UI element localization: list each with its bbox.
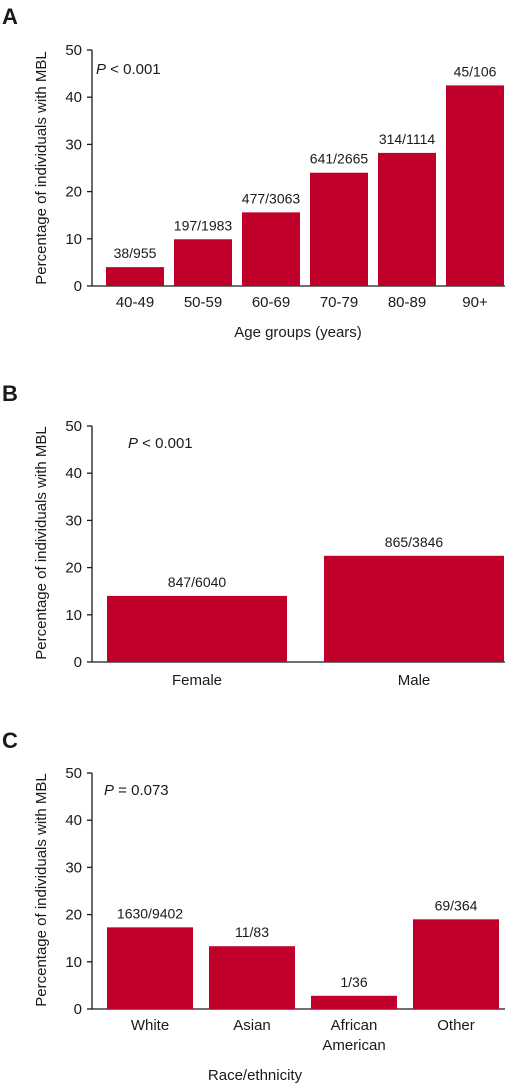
p-value-text: < 0.001 xyxy=(138,435,193,452)
y-axis-label: Percentage of individuals with MBL xyxy=(33,426,50,659)
bar xyxy=(107,595,287,662)
x-tick-label: African American xyxy=(322,1017,385,1054)
bar-data-label: 847/6040 xyxy=(168,574,227,590)
y-tick-label: 10 xyxy=(65,954,82,971)
x-tick-label: Female xyxy=(172,672,222,689)
bar-data-label: 38/955 xyxy=(114,245,157,261)
x-tick-label-line: American xyxy=(322,1037,385,1054)
y-tick-label: 0 xyxy=(74,1001,82,1018)
p-value-text: < 0.001 xyxy=(106,61,161,78)
x-tick-label: Asian xyxy=(233,1017,271,1034)
p-value-symbol: P xyxy=(96,61,106,78)
x-tick-label: White xyxy=(131,1017,169,1034)
panel-a: A 0 10 20 30 40 50 Percentage of individuals wi… xyxy=(2,4,505,341)
x-tick-label-line: 90+ xyxy=(462,294,488,311)
p-value-annotation: P < 0.001 xyxy=(128,435,193,452)
x-tick-label-line: 60-69 xyxy=(252,294,290,311)
x-tick-label-line: White xyxy=(131,1017,169,1034)
panel-b: B 0 10 20 30 40 50 Percentage of individuals wi… xyxy=(2,381,505,689)
bar-data-label: 69/364 xyxy=(435,897,478,913)
x-axis-label: Age groups (years) xyxy=(234,324,362,341)
panel-c: C 0 10 20 30 40 50 Percentage of individuals wi… xyxy=(2,728,505,1084)
x-axis-label: Race/ethnicity xyxy=(208,1067,303,1084)
p-value-text: = 0.073 xyxy=(114,782,169,799)
panel-letter: A xyxy=(2,4,18,29)
bar xyxy=(378,152,436,286)
y-tick-label: 40 xyxy=(65,89,82,106)
y-tick-label: 30 xyxy=(65,859,82,876)
x-tick-label-line: Male xyxy=(398,672,431,689)
y-tick-label: 20 xyxy=(65,560,82,577)
bar-data-label: 641/2665 xyxy=(310,151,369,167)
bar xyxy=(106,267,164,286)
bar xyxy=(174,239,232,286)
bar-data-label: 45/106 xyxy=(454,63,497,79)
bar-data-label: 865/3846 xyxy=(385,534,444,550)
y-tick-label: 50 xyxy=(65,418,82,435)
y-tick-label: 10 xyxy=(65,607,82,624)
bar xyxy=(107,927,193,1009)
x-tick-label-line: 40-49 xyxy=(116,294,154,311)
x-tick-label-line: Female xyxy=(172,672,222,689)
x-tick-label: 90+ xyxy=(462,294,488,311)
p-value-annotation: P = 0.073 xyxy=(104,782,169,799)
panel-letter: C xyxy=(2,728,18,753)
p-value-symbol: P xyxy=(128,435,138,452)
p-value-symbol: P xyxy=(104,782,114,799)
bar-data-label: 314/1114 xyxy=(379,131,436,147)
x-tick-label: 50-59 xyxy=(184,294,222,311)
bar-data-label: 1/36 xyxy=(340,974,367,990)
x-tick-label: Male xyxy=(398,672,431,689)
bar-data-label: 477/3063 xyxy=(242,190,301,206)
y-tick-label: 40 xyxy=(65,812,82,829)
x-tick-label: 60-69 xyxy=(252,294,290,311)
x-tick-label-line: 80-89 xyxy=(388,294,426,311)
y-tick-label: 20 xyxy=(65,184,82,201)
panel-letter: B xyxy=(2,381,18,406)
x-tick-label: 70-79 xyxy=(320,294,358,311)
bar xyxy=(242,212,300,286)
x-tick-label: 80-89 xyxy=(388,294,426,311)
x-tick-label: Other xyxy=(437,1017,475,1034)
y-tick-label: 0 xyxy=(74,654,82,671)
bar xyxy=(310,172,368,286)
bar-data-label: 1630/9402 xyxy=(117,905,183,921)
bar xyxy=(324,555,504,662)
y-tick-label: 10 xyxy=(65,231,82,248)
bar xyxy=(413,919,499,1009)
x-tick-label: 40-49 xyxy=(116,294,154,311)
bar-data-label: 197/1983 xyxy=(174,217,233,233)
p-value-annotation: P < 0.001 xyxy=(96,61,161,78)
x-tick-label-line: 70-79 xyxy=(320,294,358,311)
bar xyxy=(311,995,397,1009)
x-tick-label-line: African xyxy=(331,1017,378,1034)
bar xyxy=(446,85,504,287)
y-tick-label: 30 xyxy=(65,136,82,153)
bar-data-label: 11/83 xyxy=(235,924,269,940)
bar xyxy=(209,946,295,1009)
y-tick-label: 50 xyxy=(65,765,82,782)
x-tick-label-line: Other xyxy=(437,1017,475,1034)
x-tick-label-line: Asian xyxy=(233,1017,271,1034)
y-tick-label: 40 xyxy=(65,465,82,482)
y-tick-label: 20 xyxy=(65,907,82,924)
y-axis-label: Percentage of individuals with MBL xyxy=(33,773,50,1006)
y-tick-label: 0 xyxy=(74,278,82,295)
y-tick-label: 50 xyxy=(65,42,82,59)
y-tick-label: 30 xyxy=(65,512,82,529)
y-axis-label: Percentage of individuals with MBL xyxy=(33,51,50,284)
x-tick-label-line: 50-59 xyxy=(184,294,222,311)
